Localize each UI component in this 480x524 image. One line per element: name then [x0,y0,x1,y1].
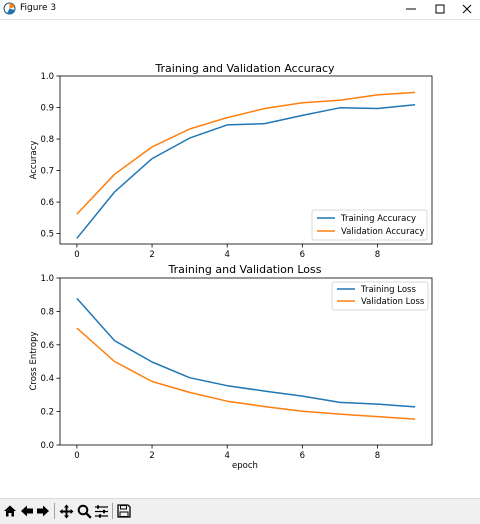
loss-y-tick-label: 0.0 [40,441,54,451]
loss-y-tick-label: 1.0 [40,274,54,284]
figure-canvas: Training and Validation Accuracy Accurac… [0,20,480,498]
loss-x-axis-label: epoch [232,461,258,471]
loss-x-tick-label: 8 [375,451,380,461]
forward-button[interactable] [35,502,51,520]
loss-x-ticks: 0 2 4 6 8 [74,445,380,461]
accuracy-chart-title: Training and Validation Accuracy [154,62,335,75]
loss-x-tick-label: 6 [300,451,305,461]
accuracy-plot-area [59,75,433,245]
loss-x-tick-label: 4 [225,451,230,461]
legend-label-validation-loss: Validation Loss [361,297,425,307]
loss-legend: Training Loss Validation Loss [331,281,429,311]
save-button[interactable] [116,502,132,520]
pan-button[interactable] [58,502,74,520]
accuracy-y-ticks: 0.5 0.6 0.7 0.8 0.9 1.0 [40,72,60,240]
accuracy-y-tick-label: 0.5 [40,230,54,240]
legend-label-training-loss: Training Loss [360,285,416,295]
close-icon [462,4,472,14]
accuracy-y-tick-label: 0.6 [40,198,54,208]
close-button[interactable] [452,0,480,19]
maximize-button[interactable] [425,0,455,19]
accuracy-y-tick-label: 0.7 [40,167,54,177]
accuracy-x-tick-label: 8 [375,250,380,260]
navigation-toolbar [0,498,480,524]
home-icon [4,505,16,517]
loss-y-tick-label: 0.4 [40,374,54,384]
accuracy-series-lines [76,91,416,239]
pan-icon [59,504,73,518]
window-titlebar: Figure 3 [0,0,480,20]
loss-series-lines [76,297,416,420]
loss-plot-area [59,277,433,446]
accuracy-x-tick-label: 0 [74,250,79,260]
window-title: Figure 3 [20,3,57,13]
accuracy-legend: Training Accuracy Validation Accuracy [311,209,428,241]
accuracy-y-tick-label: 0.8 [40,135,54,145]
loss-legend-box [331,281,429,311]
zoom-icon [77,504,92,519]
subplots-button[interactable] [93,502,109,520]
loss-y-ticks: 0.0 0.2 0.4 0.6 0.8 1.0 [40,274,60,451]
figure-svg: Training and Validation Accuracy Accurac… [29,62,433,471]
toolbar-separator [54,503,55,519]
loss-x-tick-label: 2 [149,451,154,461]
home-button[interactable] [2,502,18,520]
back-arrow-icon [21,505,33,517]
accuracy-chart: Training and Validation Accuracy Accurac… [29,62,433,260]
accuracy-x-tick-label: 4 [225,250,230,260]
save-icon [117,504,131,518]
legend-label-validation-accuracy: Validation Accuracy [341,227,424,237]
minimize-button[interactable] [396,0,426,19]
figure-app-icon [3,2,16,15]
series-line-training-accuracy [76,103,416,239]
series-line-validation-loss [76,327,416,420]
accuracy-y-tick-label: 1.0 [40,72,54,82]
forward-arrow-icon [37,505,49,517]
accuracy-x-tick-label: 6 [300,250,305,260]
accuracy-y-axis-label: Accuracy [29,141,39,180]
accuracy-legend-box [311,209,428,241]
loss-chart: Training and Validation Loss Cross Entro… [29,263,433,471]
accuracy-y-tick-label: 0.9 [40,104,54,114]
minimize-icon [406,8,416,10]
back-button[interactable] [19,502,35,520]
maximize-icon [435,4,445,14]
loss-x-tick-label: 0 [74,451,79,461]
loss-chart-title: Training and Validation Loss [167,263,321,276]
zoom-button[interactable] [76,502,92,520]
loss-y-tick-label: 0.2 [40,408,54,418]
toolbar-separator [112,503,113,519]
series-line-validation-accuracy [76,91,416,215]
accuracy-x-tick-label: 2 [149,250,154,260]
series-line-training-loss [76,297,416,408]
loss-y-tick-label: 0.8 [40,307,54,317]
loss-y-axis-label: Cross Entropy [29,331,39,390]
accuracy-x-ticks: 0 2 4 6 8 [74,244,380,260]
subplots-icon [94,504,108,518]
legend-label-training-accuracy: Training Accuracy [340,214,416,224]
loss-y-tick-label: 0.6 [40,341,54,351]
